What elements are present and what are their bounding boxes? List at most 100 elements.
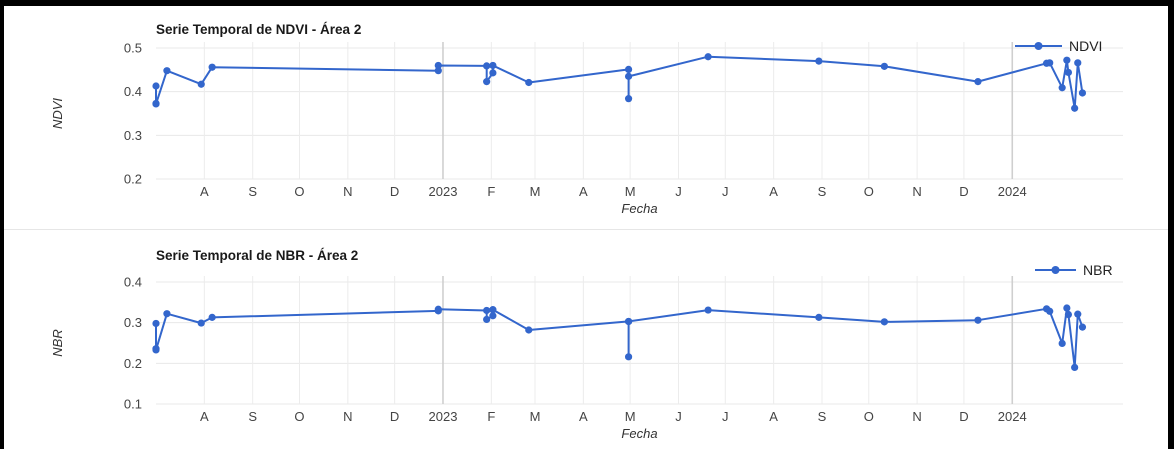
- x-tick-label: 2023: [429, 184, 458, 199]
- data-point: [1046, 307, 1054, 315]
- x-tick-label: F: [487, 184, 495, 199]
- x-tick-label: S: [248, 409, 257, 424]
- x-tick-label: S: [248, 184, 257, 199]
- x-tick-label: O: [864, 184, 874, 199]
- data-point: [880, 62, 888, 70]
- data-point: [624, 353, 633, 361]
- x-tick-label: M: [530, 409, 541, 424]
- x-tick-label: A: [769, 409, 778, 424]
- x-tick-label: N: [912, 184, 921, 199]
- data-point: [208, 313, 216, 321]
- data-point: [483, 62, 491, 70]
- data-point: [152, 319, 160, 328]
- x-tick-label: D: [959, 184, 968, 199]
- data-point: [1064, 68, 1073, 77]
- data-point: [197, 80, 205, 88]
- legend-marker: [1034, 42, 1043, 50]
- data-point: [152, 346, 160, 354]
- data-point: [1071, 363, 1079, 371]
- right-border: [1168, 0, 1174, 449]
- chart-title: Serie Temporal de NBR - Área 2: [156, 248, 358, 263]
- data-point: [163, 310, 171, 318]
- y-tick-label: 0.3: [124, 315, 142, 330]
- x-tick-label: S: [818, 409, 827, 424]
- ndvi-chart: Serie Temporal de NDVI - Área 2 0.2 0.3 0.…: [50, 22, 1123, 216]
- data-point: [489, 306, 497, 314]
- y-tick-label: 0.4: [124, 84, 142, 99]
- data-point: [152, 100, 160, 108]
- y-tick-label: 0.4: [124, 275, 142, 290]
- y-tick-label: 0.1: [124, 397, 142, 412]
- x-tick-label: S: [818, 184, 827, 199]
- y-tick-label: 0.3: [124, 128, 142, 143]
- x-tick-label: M: [530, 184, 541, 199]
- x-tick-label: J: [675, 409, 682, 424]
- data-point: [1064, 310, 1073, 319]
- x-tick-label: D: [959, 409, 968, 424]
- data-point: [815, 57, 823, 65]
- data-point: [434, 67, 442, 75]
- x-tick-label: A: [579, 184, 588, 199]
- data-point: [1074, 310, 1082, 318]
- x-tick-label: O: [294, 409, 304, 424]
- data-point: [434, 61, 442, 70]
- series-line: [155, 55, 1084, 110]
- x-tick-label: A: [769, 184, 778, 199]
- top-border: [0, 0, 1174, 6]
- data-point: [704, 53, 712, 61]
- data-point: [1058, 84, 1066, 92]
- data-point: [483, 78, 491, 86]
- x-tick-label: A: [200, 409, 209, 424]
- data-point: [1078, 323, 1087, 331]
- data-point: [624, 95, 633, 103]
- data-point: [152, 82, 160, 90]
- data-point: [483, 306, 491, 315]
- nbr-chart: Serie Temporal de NBR - Área 2 0.1 0.2 0.3…: [50, 248, 1123, 441]
- data-point: [1078, 89, 1087, 97]
- data-point: [525, 326, 533, 334]
- data-point: [1058, 339, 1066, 348]
- x-tick-label: O: [864, 409, 874, 424]
- x-tick-label: J: [675, 184, 682, 199]
- data-point: [525, 78, 533, 87]
- x-tick-label: O: [294, 184, 304, 199]
- y-axis-label: NBR: [50, 329, 65, 356]
- x-tick-label: N: [343, 409, 352, 424]
- x-axis-label: Fecha: [621, 426, 657, 441]
- x-tick-label: J: [722, 409, 729, 424]
- data-point: [434, 305, 442, 313]
- x-tick-label: N: [343, 184, 352, 199]
- x-tick-label: M: [625, 409, 636, 424]
- data-point: [197, 319, 205, 327]
- x-tick-label: 2023: [429, 409, 458, 424]
- y-tick-label: 0.2: [124, 172, 142, 187]
- x-axis-label: Fecha: [621, 201, 657, 216]
- x-tick-label: D: [390, 184, 399, 199]
- data-point: [489, 69, 497, 77]
- data-point: [974, 78, 982, 86]
- y-axis-label: NDVI: [50, 98, 65, 129]
- data-point: [163, 67, 171, 75]
- data-point: [1074, 59, 1082, 67]
- series-line: [155, 307, 1084, 369]
- chart-separator: [4, 229, 1168, 230]
- data-point: [704, 306, 712, 314]
- x-tick-label: 2024: [998, 184, 1027, 199]
- data-point: [624, 317, 633, 326]
- data-point: [1071, 104, 1079, 112]
- x-tick-label: 2024: [998, 409, 1027, 424]
- data-point: [1063, 56, 1071, 64]
- x-tick-label: N: [912, 409, 921, 424]
- y-tick-label: 0.5: [124, 41, 142, 56]
- data-point: [489, 312, 497, 320]
- data-point: [880, 318, 888, 326]
- x-tick-label: A: [579, 409, 588, 424]
- data-point: [974, 316, 982, 324]
- x-tick-label: A: [200, 184, 209, 199]
- data-point: [1046, 59, 1054, 67]
- data-point: [483, 315, 491, 324]
- data-point: [489, 61, 497, 70]
- x-tick-label: M: [625, 184, 636, 199]
- x-tick-label: F: [487, 409, 495, 424]
